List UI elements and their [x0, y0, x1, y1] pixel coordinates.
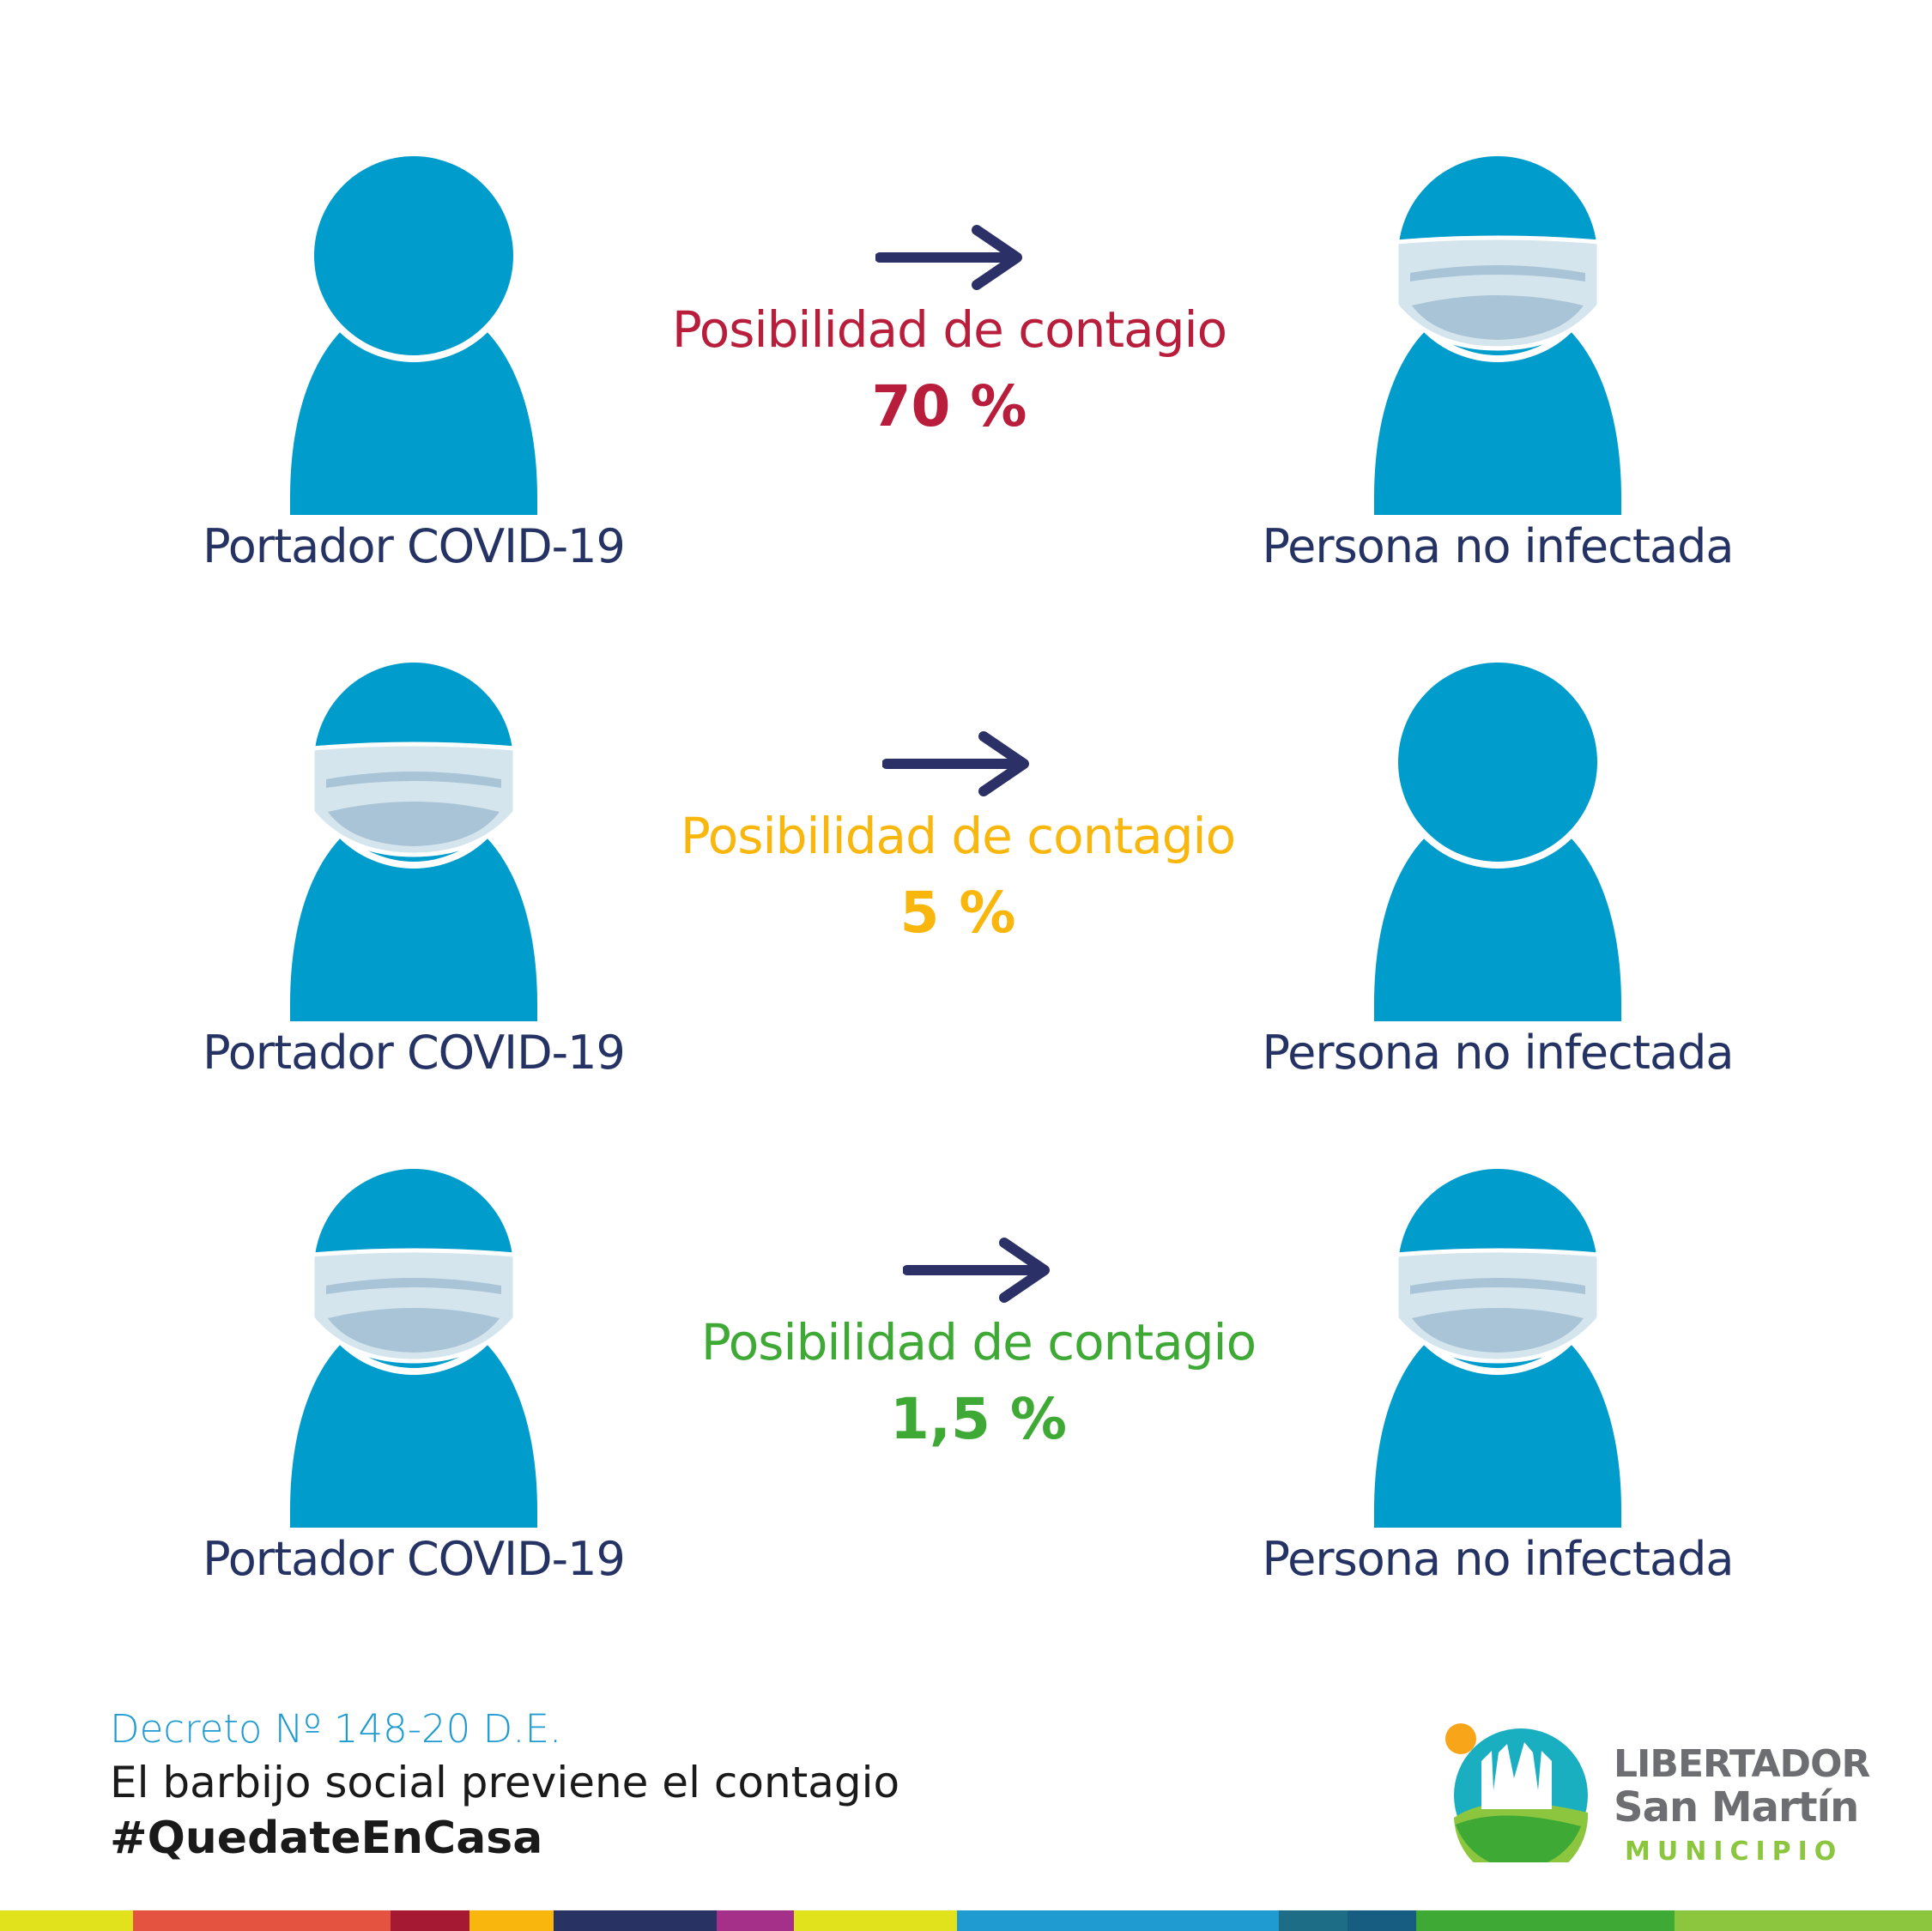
color-stripe-segment	[469, 1910, 554, 1931]
row-no-masks: Portador COVID-19 Posibilidad de contagi…	[0, 154, 1932, 635]
color-stripe-segment	[133, 1910, 391, 1931]
logo-text-san-martin: San Martín	[1614, 1783, 1859, 1831]
contagion-percent: 1,5 %	[889, 1386, 1068, 1452]
covid-carrier-label: Portador COVID-19	[203, 519, 626, 573]
contagion-chance-label: Posibilidad de contagio	[680, 807, 1236, 865]
uninfected-person-label: Persona no infectada	[1262, 1532, 1735, 1586]
covid-carrier-figure	[285, 661, 542, 1021]
color-stripe-segment	[1348, 1910, 1416, 1931]
contagion-chance-label: Posibilidad de contagio	[671, 300, 1227, 359]
arrow-right-icon	[875, 225, 1022, 290]
uninfected-person-figure	[1369, 154, 1626, 515]
contagion-percent: 70 %	[871, 373, 1027, 439]
color-stripe-segment	[957, 1910, 1279, 1931]
face-mask-icon	[301, 716, 526, 857]
uninfected-person-label: Persona no infectada	[1262, 1026, 1735, 1080]
logo-text-municipio: MUNICIPIO	[1625, 1837, 1844, 1867]
contagion-percent: 5 %	[899, 880, 1016, 946]
color-stripe-segment	[717, 1910, 794, 1931]
tagline: El barbijo social previene el contagio	[110, 1758, 900, 1807]
face-mask-icon	[301, 1222, 526, 1364]
color-stripe-segment	[1675, 1910, 1932, 1931]
color-stripe-segment	[1416, 1910, 1675, 1931]
uninfected-person-figure	[1369, 661, 1626, 1021]
hashtag: #QuedateEnCasa	[110, 1813, 543, 1864]
logo-text-libertador: LIBERTADOR	[1614, 1742, 1870, 1786]
covid-carrier-figure	[285, 154, 542, 515]
uninfected-person-figure	[1369, 1167, 1626, 1528]
covid-carrier-figure	[285, 1167, 542, 1528]
decree-reference: Decreto Nº 148-20 D.E.	[110, 1706, 562, 1752]
color-stripe-segment	[554, 1910, 717, 1931]
row-both-masked: Portador COVID-19 Posibilidad de contagi…	[0, 1167, 1932, 1648]
municipality-logo-icon	[1445, 1723, 1588, 1862]
uninfected-person-label: Persona no infectada	[1262, 519, 1735, 573]
color-stripe-segment	[1279, 1910, 1348, 1931]
arrow-right-icon	[903, 1238, 1050, 1303]
contagion-chance-label: Posibilidad de contagio	[700, 1313, 1257, 1371]
color-stripe-segment	[0, 1910, 133, 1931]
color-stripe-segment	[794, 1910, 957, 1931]
color-stripe-segment	[391, 1910, 469, 1931]
face-mask-icon	[1385, 1222, 1610, 1364]
row-carrier-masked: Portador COVID-19 Posibilidad de contagi…	[0, 661, 1932, 1141]
color-stripe-bar	[0, 1910, 1932, 1931]
face-mask-icon	[1385, 209, 1610, 351]
covid-carrier-label: Portador COVID-19	[203, 1026, 626, 1080]
covid-carrier-label: Portador COVID-19	[203, 1532, 626, 1586]
arrow-right-icon	[882, 731, 1029, 796]
